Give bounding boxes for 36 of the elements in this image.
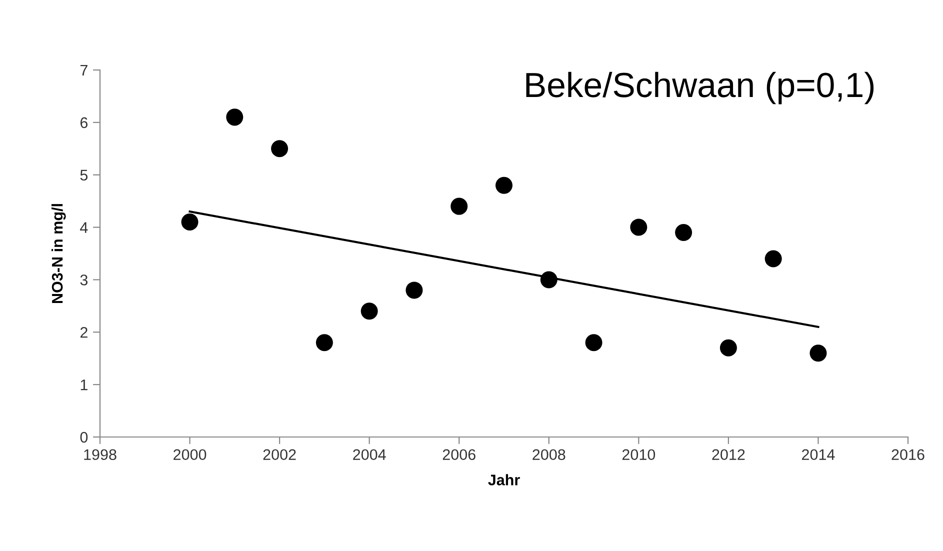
chart-title: Beke/Schwaan (p=0,1) [526, 72, 874, 104]
x-tick-label: 2006 [442, 449, 476, 460]
x-tick-label: 2008 [532, 449, 566, 460]
x-tick-label: 2012 [712, 449, 745, 460]
y-tick-label: 6 [80, 117, 88, 128]
y-tick-label: 2 [80, 327, 88, 338]
y-tick-label: 7 [80, 65, 88, 76]
point [360, 302, 378, 320]
x-axis-title: Jahr [488, 474, 520, 486]
point [720, 339, 737, 356]
point [540, 271, 558, 288]
x-tick-label: 2004 [353, 449, 386, 460]
point [495, 176, 513, 194]
x-tick-label: 1998 [84, 449, 116, 460]
point [271, 140, 288, 158]
point [450, 198, 468, 215]
y-tick-label: 5 [80, 170, 88, 181]
point [316, 334, 333, 352]
point [675, 224, 692, 242]
point [585, 334, 602, 352]
point [810, 344, 827, 362]
x-tick-label: 2014 [802, 449, 835, 460]
point [630, 218, 648, 236]
y-tick-label: 4 [80, 222, 88, 233]
point [764, 250, 782, 268]
point [406, 282, 423, 299]
x-tick-label: 2010 [622, 449, 656, 460]
x-tick-label: 2000 [174, 449, 206, 460]
y-tick-label: 1 [80, 380, 88, 390]
x-tick-label: 2016 [892, 449, 924, 460]
point [226, 108, 244, 126]
x-tick-label: 2002 [263, 449, 296, 460]
y-tick-label: 3 [80, 274, 88, 286]
y-axis-title: NO3-N in mg/l [52, 204, 66, 303]
y-tick-label: 0 [80, 432, 88, 443]
point [181, 214, 198, 231]
